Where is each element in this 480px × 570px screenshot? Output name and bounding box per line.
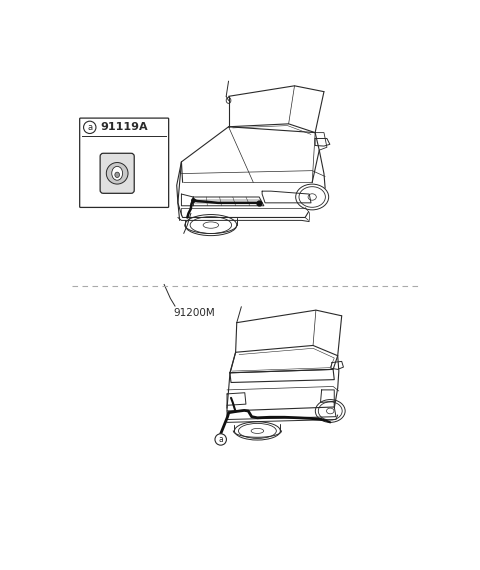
Circle shape [215,434,227,445]
FancyBboxPatch shape [100,153,134,193]
Ellipse shape [107,162,128,184]
Circle shape [84,121,96,133]
Text: 91119A: 91119A [101,123,148,132]
Text: 91200M: 91200M [173,308,215,317]
Ellipse shape [112,166,122,180]
FancyBboxPatch shape [80,118,168,207]
Text: a: a [87,123,92,132]
Ellipse shape [115,172,120,177]
Text: a: a [218,435,223,444]
